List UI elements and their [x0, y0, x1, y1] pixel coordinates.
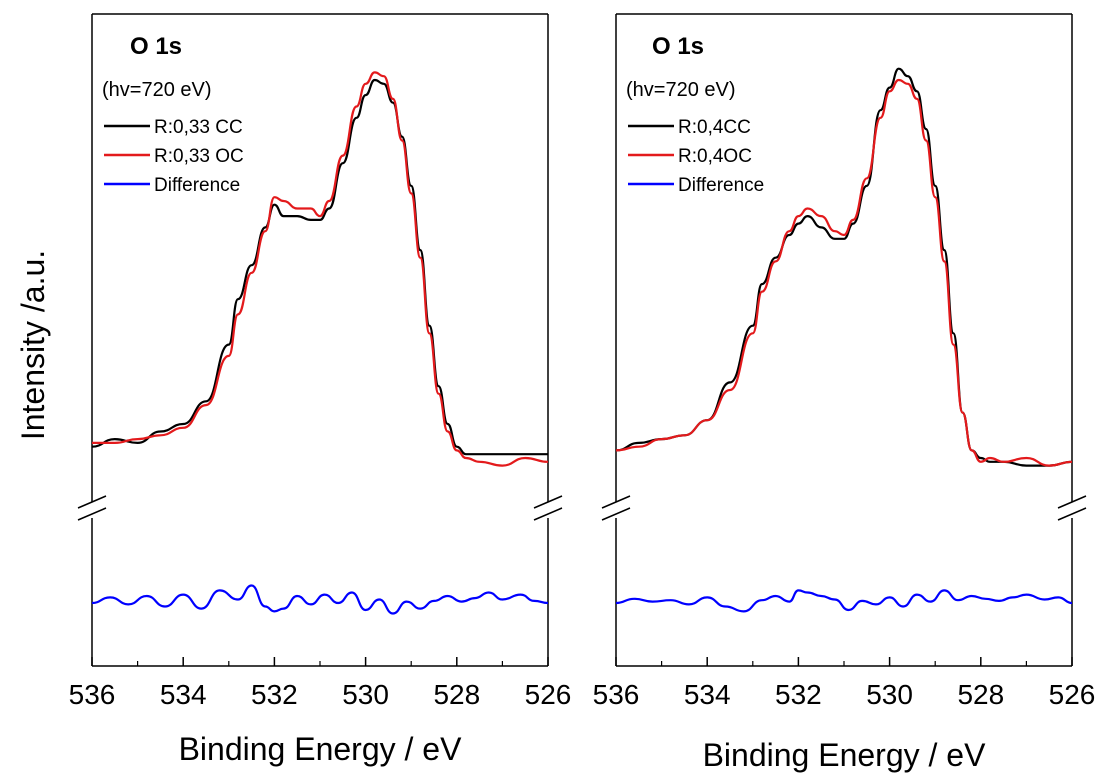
x-tick-label: 534 [684, 679, 731, 710]
series-line-3 [615, 589, 1073, 613]
axis-break-mark-left [601, 495, 631, 509]
x-tick-label: 536 [593, 679, 640, 710]
x-tick-label: 532 [775, 679, 822, 710]
x-tick-label: 526 [525, 679, 572, 710]
x-tick-label: 534 [160, 679, 207, 710]
x-tick-label: 528 [433, 679, 480, 710]
axis-break-mark-left [77, 495, 107, 509]
axis-break-mask-left [76, 503, 108, 517]
chart-panel-2: 536 534 532 530 528 526 Binding Energy / eV O 1… [593, 13, 1096, 773]
x-axis-title: Binding Energy / eV [179, 731, 463, 767]
x-tick-label: 536 [69, 679, 116, 710]
axis-break-mask-right [532, 503, 564, 517]
axis-break-mark-right [533, 507, 563, 521]
series-line-2 [615, 78, 1073, 467]
x-tick-label: 530 [342, 679, 389, 710]
annotation-text: (hv=720 eV) [626, 79, 736, 101]
annotation-text: (hv=720 eV) [102, 79, 212, 101]
series-line-1 [91, 78, 548, 456]
legend-label: R:0,4CC [678, 117, 751, 138]
legend: R:0,4CC R:0,4OC Difference [628, 117, 764, 196]
legend-label: Difference [678, 175, 764, 196]
axis-break-mark-left [601, 507, 631, 521]
legend-label: Difference [154, 175, 240, 196]
axis-break-mark-right [533, 495, 563, 509]
x-tick-label: 530 [866, 679, 913, 710]
x-tick-label: 532 [251, 679, 298, 710]
panel-title: O 1s [652, 33, 704, 60]
axis-break-mark-left [77, 507, 107, 521]
chart-panel-1: 536 534 532 530 528 526 Binding Energy / eV O 1… [69, 13, 572, 767]
axis-break-mark-right [1057, 507, 1087, 521]
y-axis-title: Intensity /a.u. [15, 250, 51, 440]
series-line-3 [91, 584, 549, 615]
x-axis-title: Binding Energy / eV [703, 737, 987, 773]
axis-break-mask-left [600, 503, 632, 517]
x-tick-label: 528 [957, 679, 1004, 710]
x-tick-label: 526 [1049, 679, 1096, 710]
legend-label: R:0,33 CC [154, 117, 243, 138]
axis-break-mark-right [1057, 495, 1087, 509]
panel-title: O 1s [130, 33, 182, 60]
legend-label: R:0,4OC [678, 146, 752, 167]
legend-label: R:0,33 OC [154, 146, 244, 167]
series-line-2 [92, 71, 549, 467]
axis-break-mask-right [1056, 503, 1088, 517]
legend: R:0,33 CC R:0,33 OC Difference [104, 117, 244, 196]
